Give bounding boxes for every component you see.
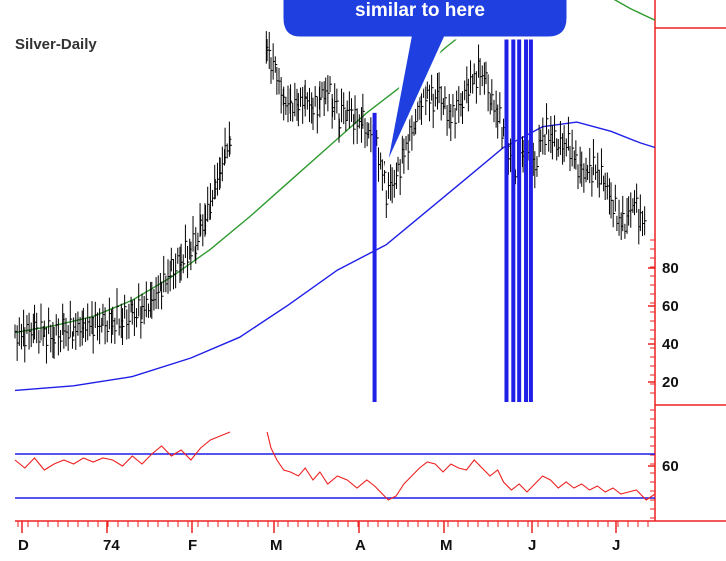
price-tick-label: 80 (662, 260, 679, 277)
chart-title: Silver-Daily (15, 36, 97, 53)
volume-bar (524, 0, 529, 403)
axis-tick-labels: 80 60 40 20 60 D 74 F M A M J J (18, 260, 679, 554)
oscillator-panel (14, 431, 656, 501)
moving-averages (14, 0, 656, 392)
x-tick-label: A (355, 537, 366, 554)
moving-average-long (14, 121, 656, 392)
osc-tick-label: 60 (662, 458, 679, 475)
price-tick-label: 20 (662, 374, 679, 391)
moving-average-short (14, 0, 656, 334)
x-tick-label: M (440, 537, 453, 554)
x-tick-label: M (270, 537, 283, 554)
callout-bubble: similar to here (280, 0, 570, 171)
volume-bar (511, 8, 516, 402)
callout-text: similar to here (355, 0, 485, 21)
chart-axes (15, 0, 726, 527)
x-tick-label: F (188, 537, 197, 554)
volume-bar (517, 8, 522, 402)
oscillator-line (14, 431, 656, 501)
x-tick-label: J (528, 537, 536, 554)
volume-bars (372, 0, 533, 403)
volume-bar (504, 8, 509, 402)
x-tick-label: D (18, 537, 29, 554)
callout-shape (280, 0, 570, 171)
price-tick-label: 60 (662, 298, 679, 315)
volume-bar (528, 0, 533, 403)
x-tick-label: 74 (103, 537, 120, 554)
volume-bar (372, 112, 377, 402)
price-tick-label: 40 (662, 336, 679, 353)
x-tick-label: J (612, 537, 620, 554)
price-bars (14, 31, 647, 364)
